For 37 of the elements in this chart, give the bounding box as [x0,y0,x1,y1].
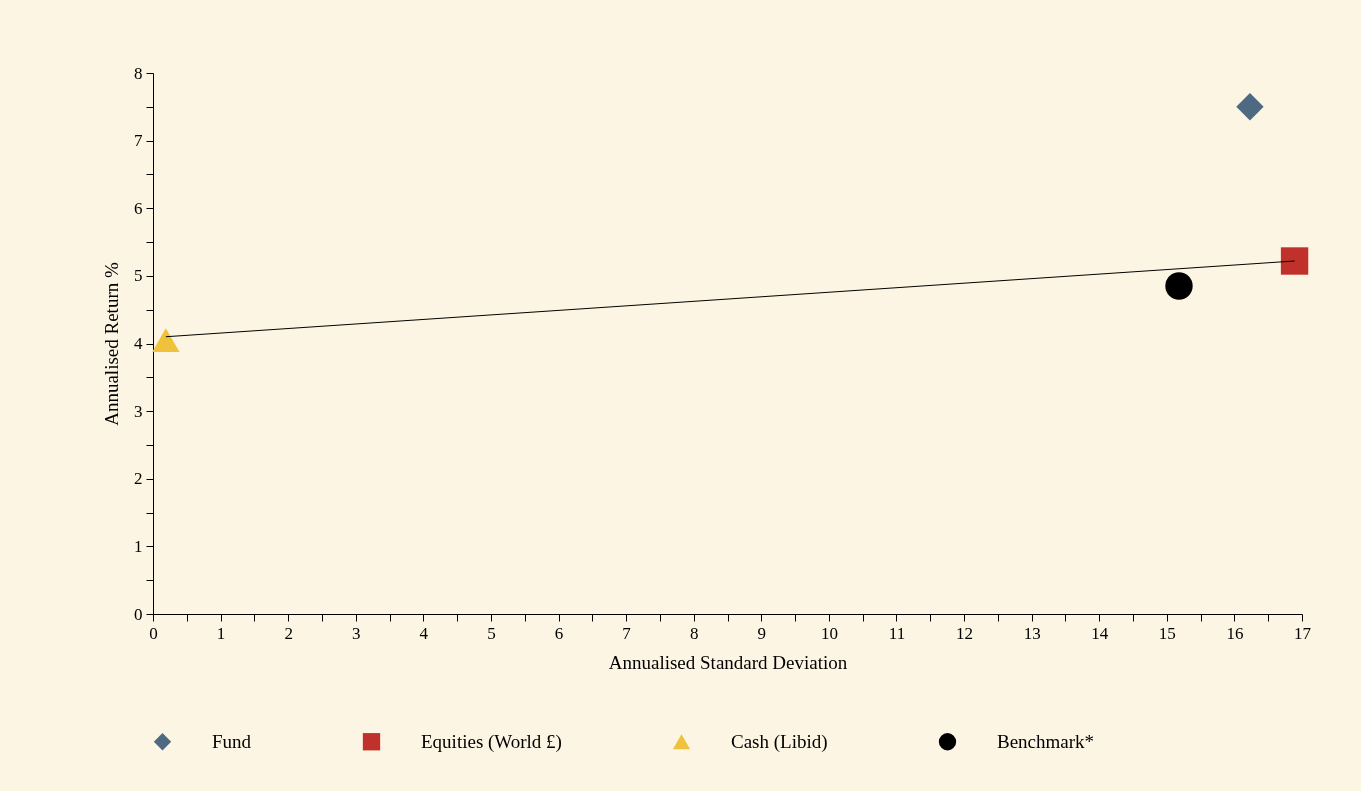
x-axis-title: Annualised Standard Deviation [608,651,848,673]
x-tick-label: 5 [487,623,496,643]
point [1280,247,1309,275]
legend-label: Benchmark* [997,730,1095,752]
x-tick-label: 6 [554,623,564,643]
x-tick-label: 15 [1158,623,1176,643]
point [152,328,180,352]
x-tick-label: 9 [757,623,767,643]
y-tick-label: 6 [134,198,143,218]
y-tick-label: 3 [134,401,143,421]
x-tick-label: 12 [956,623,974,643]
x-tick-label: 0 [149,623,158,643]
x-tick-label: 13 [1023,623,1041,643]
x-tick-label: 4 [419,623,429,643]
x-tick-label: 1 [216,623,226,643]
y-tick-label: 0 [134,604,143,624]
legend-label: Fund [212,730,252,752]
y-tick-label: 5 [134,266,143,286]
y-tick-label: 7 [134,131,143,151]
x-tick-label: 10 [820,623,838,643]
y-tick-label: 2 [134,469,143,489]
x-tick-label: 16 [1226,623,1244,643]
x-tick-label: 7 [622,623,632,643]
x-tick-label: 3 [352,623,361,643]
x-tick-label: 2 [284,623,293,643]
x-tick-label: 8 [689,623,699,643]
y-tick-label: 1 [134,536,143,556]
legend-label: Equities (World £) [421,730,562,753]
y-tick-label: 8 [134,63,143,83]
legend-label: Cash (Libid) [731,730,828,753]
point [1236,93,1264,121]
x-tick-label: 17 [1294,623,1312,643]
y-tick-label: 4 [134,334,143,353]
point [1165,272,1193,300]
y-axis-title: Annualised Return % [101,262,122,426]
x-tick-label: 11 [888,623,906,643]
x-tick-label: 14 [1091,623,1109,643]
